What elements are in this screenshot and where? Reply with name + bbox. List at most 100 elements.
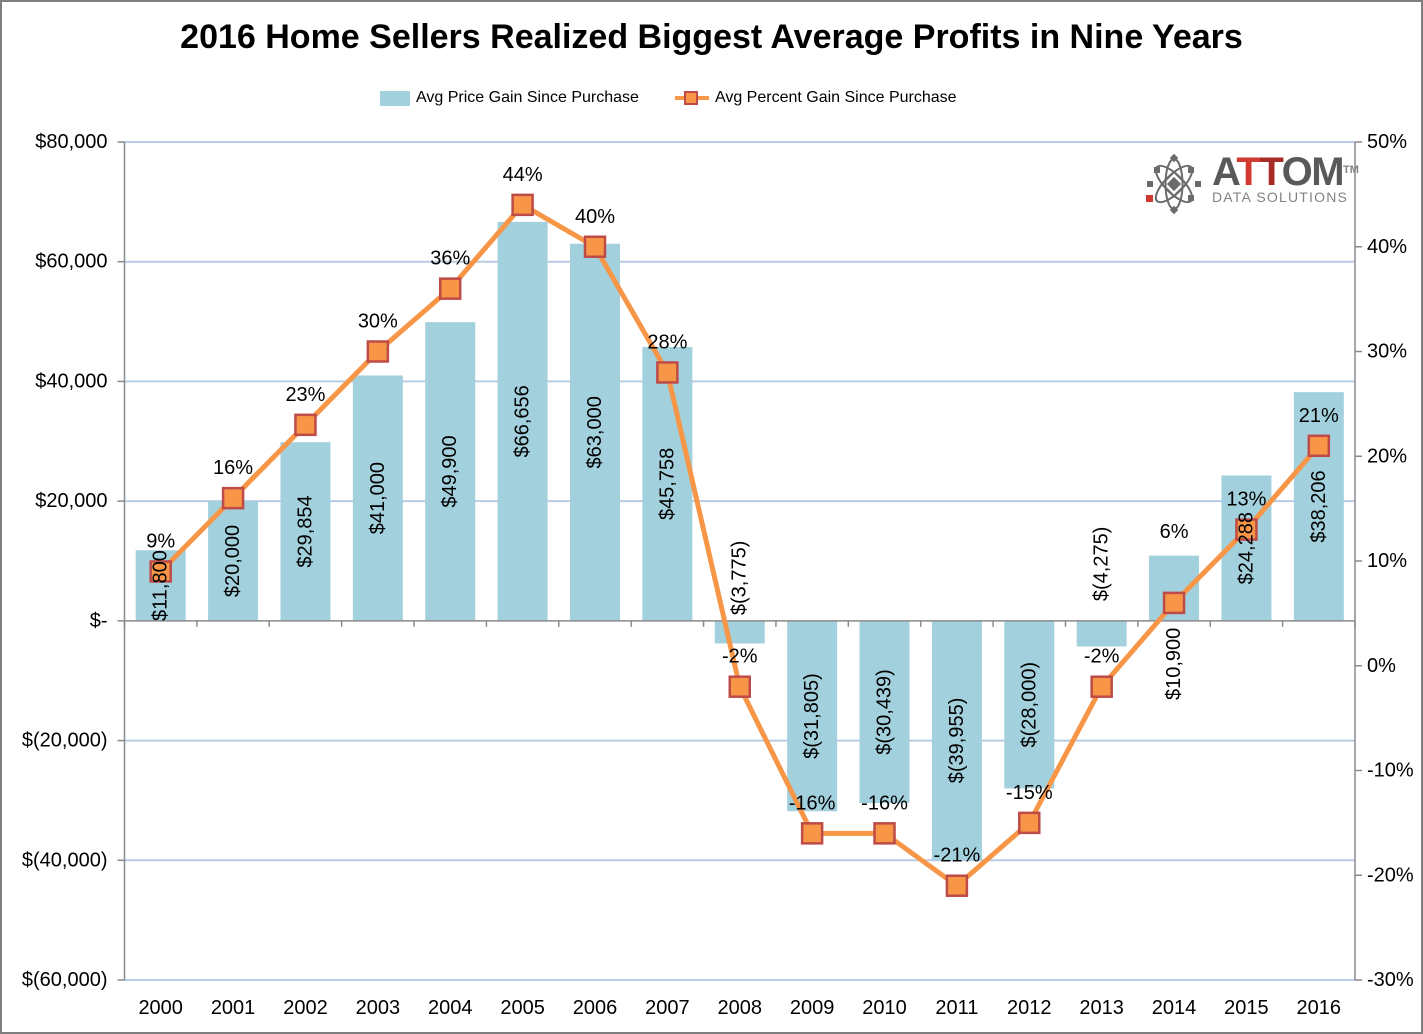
bar-label-2009: $(31,805) [801,673,823,759]
year-label-2010: 2010 [862,997,907,1019]
trademark-symbol: TM [1343,164,1359,176]
year-label-2012: 2012 [1007,997,1052,1019]
marker-2015 [1235,518,1258,541]
marker-2009 [800,822,824,845]
pct-label-2002: 23% [285,384,325,406]
right-axis-label-50: 50% [1367,131,1407,153]
pct-label-2004: 36% [430,248,470,270]
year-label-2014: 2014 [1152,997,1197,1019]
pct-label-2006: 40% [575,206,615,228]
marker-2004 [438,277,462,300]
marker-2012 [1018,811,1041,835]
marker-2011 [945,874,969,897]
bar-2006 [569,243,620,621]
legend-label-price-gain: Avg Price Gain Since Purchase [416,89,639,106]
year-label-2015: 2015 [1224,997,1269,1019]
bar-label-2007: $45,758 [656,448,678,520]
logo-red-square [1146,195,1153,202]
right-axis-label-0: 0% [1367,655,1396,677]
left-axis-label-80000: $80,000 [35,131,107,153]
marker-2001 [221,486,245,510]
right-axis-label-40: 40% [1367,236,1407,258]
line-series-swatch-icon [674,90,709,106]
right-axis-label--10: -10% [1367,760,1414,782]
legend-item-percent-gain: Avg Percent Gain Since Purchase [674,89,957,107]
marker-2014 [1162,591,1186,615]
marker-2013 [1090,675,1113,698]
bar-2002 [280,442,331,621]
bar-2003 [352,375,403,621]
pct-label-2007: 28% [647,331,687,353]
pct-label-2008: -2% [722,646,758,668]
pct-label-2016: 21% [1299,405,1339,427]
year-label-2004: 2004 [428,997,473,1019]
logo-text: ATTOMTM DATA SOLUTIONS [1212,150,1359,205]
pct-label-2010: -16% [861,792,908,814]
pct-label-2014: 6% [1160,521,1189,543]
line-swatch-marker [683,91,698,105]
bar-2009 [787,620,838,812]
marker-2008 [728,675,751,698]
legend-label-percent-gain: Avg Percent Gain Since Purchase [714,89,957,106]
bar-2016 [1293,392,1344,621]
year-label-2016: 2016 [1297,997,1342,1019]
year-label-2000: 2000 [138,997,183,1019]
year-label-2001: 2001 [211,997,256,1019]
bar-label-2005: $66,656 [512,385,534,457]
pct-label-2011: -21% [934,845,981,867]
pct-label-2000: 9% [146,530,175,552]
bar-label-2016: $38,206 [1308,470,1330,542]
bar-label-2013: $(4,275) [1091,527,1113,602]
bar-label-2010: $(30,439) [874,669,896,755]
bar-label-2008: $(3,775) [729,541,751,616]
year-label-2008: 2008 [718,997,763,1019]
bar-2010 [859,620,910,804]
year-label-2006: 2006 [573,997,618,1019]
attom-logo: ATTOMTM DATA SOLUTIONS [1146,150,1359,216]
year-label-2009: 2009 [790,997,835,1019]
marker-2003 [366,340,390,363]
bar-label-2015: $24,288 [1235,512,1257,584]
bar-label-2001: $20,000 [222,525,244,597]
marker-2010 [873,822,896,845]
pct-label-2005: 44% [503,164,543,186]
pct-label-2003: 30% [358,311,398,333]
right-axis-label-10: 10% [1367,550,1407,572]
right-axis-label--20: -20% [1367,864,1414,886]
pct-label-2013: -2% [1084,646,1120,668]
bar-2011 [931,620,982,861]
year-label-2003: 2003 [356,997,401,1019]
bar-2005 [497,221,548,621]
marker-2002 [294,413,317,437]
bar-label-2014: $10,900 [1163,628,1185,700]
logo-tagline: DATA SOLUTIONS [1212,189,1349,205]
year-label-2005: 2005 [500,997,545,1019]
right-axis-label-20: 20% [1367,445,1407,467]
bar-label-2003: $41,000 [367,462,389,534]
bar-2001 [208,501,259,621]
right-axis-label--30: -30% [1367,969,1414,991]
pct-label-2012: -15% [1006,782,1053,804]
year-label-2007: 2007 [645,997,690,1019]
marker-2006 [583,235,607,258]
bar-label-2002: $29,854 [294,495,316,567]
bar-2004 [425,322,476,621]
chart-title: 2016 Home Sellers Realized Biggest Avera… [180,18,1243,56]
bar-series-swatch-icon [380,90,410,106]
marker-2007 [656,361,679,384]
logo-wordmark: ATTOMTM [1212,150,1359,194]
bar-label-2006: $63,000 [584,396,606,468]
bar-2013 [1076,620,1127,647]
marker-2005 [511,193,534,217]
marker-2000 [149,560,172,583]
bar-label-2000: $11,800 [150,550,172,621]
bar-label-2011: $(39,955) [946,698,968,784]
pct-label-2001: 16% [213,457,253,479]
left-axis-label-40000: $40,000 [35,370,107,392]
bar-2008 [714,620,765,644]
left-axis-label--60000: $(60,000) [22,969,108,991]
pct-label-2015: 13% [1226,489,1266,511]
left-axis-label--40000: $(40,000) [22,849,108,871]
